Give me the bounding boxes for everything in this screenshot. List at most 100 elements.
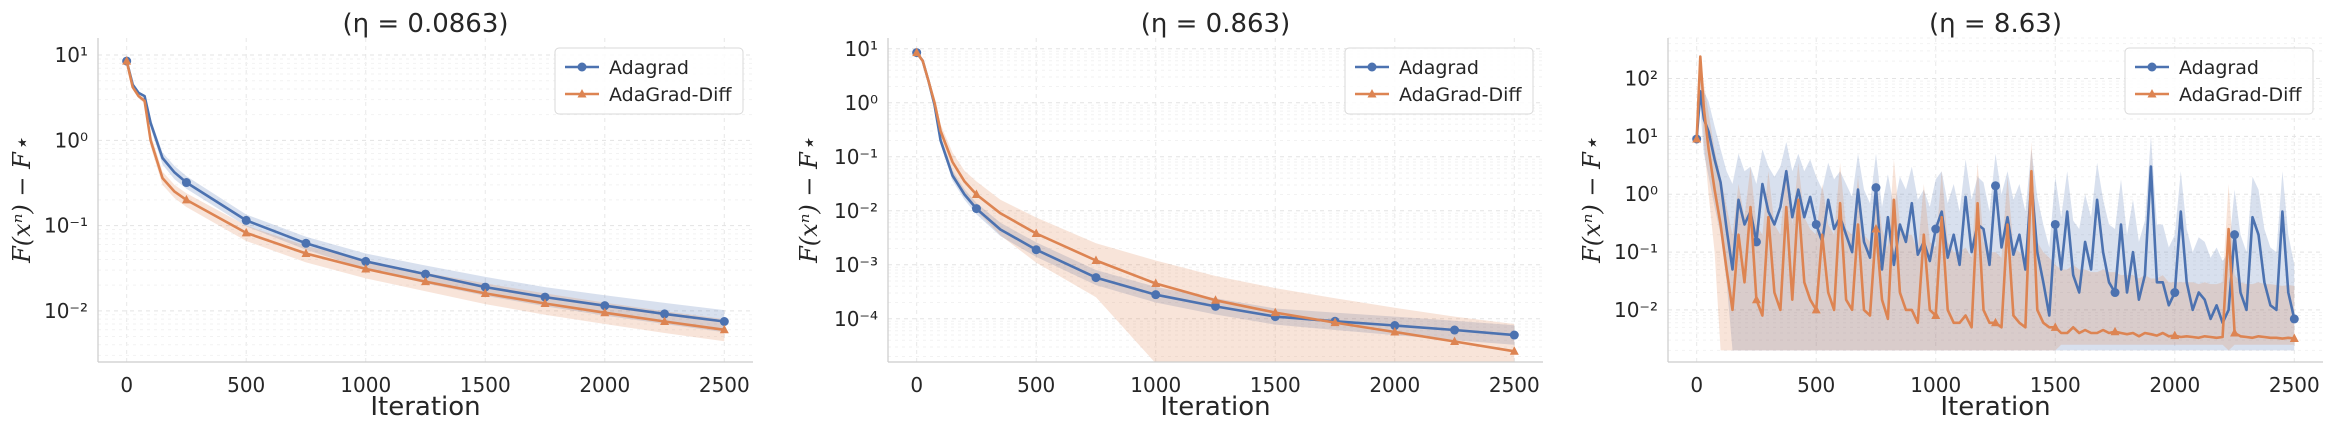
panel-1-title: (η = 0.0863) — [342, 9, 508, 39]
panel-3-xtick-label: 500 — [1797, 373, 1835, 397]
panel-2-marker-1-0 — [912, 47, 922, 57]
panel-1-marker-0-2 — [241, 215, 251, 225]
panel-1-marker-1-8 — [600, 307, 610, 317]
panel-2-marker-0-3 — [1091, 273, 1101, 283]
panel-2-marker-0-2 — [1031, 245, 1041, 255]
panel-2-marker-0-9 — [1450, 325, 1460, 335]
panel-1-legend-label-1: AdaGrad-Diff — [609, 84, 732, 106]
panel-3-marker-0-3 — [1871, 183, 1881, 193]
panel-3-xtick-label: 1000 — [1910, 373, 1961, 397]
panel-3-marker-1-10 — [2289, 333, 2299, 343]
panel-3-series-line-1 — [1695, 55, 2295, 340]
panel-2-marker-1-4 — [1151, 278, 1161, 288]
panel-2-marker-1-2 — [1031, 228, 1041, 237]
panel-1-xtick-label: 500 — [227, 373, 265, 397]
panel-3-marker-0-4 — [1931, 224, 1941, 234]
panel-3-ylabel: F(xⁿ) − F⋆ — [1578, 137, 1606, 264]
panel-3-ytick-label: 10¹ — [1625, 124, 1658, 148]
panel-3-xlabel: Iteration — [1940, 392, 2050, 422]
panel-3-ytick-label: 10⁻¹ — [1614, 240, 1658, 264]
panel-3-marker-1-4 — [1931, 310, 1941, 320]
panel-3-marker-0-10 — [2289, 314, 2299, 324]
panel-1-legend-label-0: Adagrad — [609, 57, 689, 79]
panel-3-ytick-label: 10⁻² — [1614, 298, 1658, 322]
panel-2-xtick-label: 2500 — [1489, 373, 1540, 397]
panel-3-marker-0-9 — [2230, 230, 2240, 240]
panel-3-legend-label-1: AdaGrad-Diff — [2179, 84, 2302, 106]
panel-1-xtick-label: 1000 — [340, 373, 391, 397]
panel-1-ylabel: F(xⁿ) − F⋆ — [8, 137, 36, 264]
panel-2-marker-1-1 — [971, 189, 981, 199]
panel-1: (η = 0.0863) Iteration F(xⁿ) − F⋆ 0 500 10… — [8, 9, 753, 422]
panel-1-marker-0-10 — [719, 316, 729, 326]
panel-1-ytick-label: 10⁻¹ — [44, 214, 88, 238]
panel-2-ytick-label: 10⁻³ — [834, 253, 878, 277]
panel-3-xtick-label: 2000 — [2149, 373, 2200, 397]
panel-2: (η = 0.863) Iteration F(xⁿ) − F⋆ 0 500 100… — [795, 9, 1543, 422]
panel-3-marker-0-7 — [2110, 288, 2120, 298]
panel-2-marker-0-10 — [1509, 330, 1519, 340]
panel-1-marker-0-8 — [600, 301, 610, 311]
panel-3-marker-1-2 — [1811, 304, 1821, 314]
panel-1-marker-1-1 — [181, 194, 191, 204]
panel-3-marker-1-1 — [1751, 294, 1761, 304]
panel-3-xtick-label: 0 — [1690, 373, 1703, 397]
panel-3-marker-1-0 — [1692, 134, 1702, 143]
panel-1-xlabel: Iteration — [370, 392, 480, 422]
panel-1-marker-1-4 — [361, 263, 371, 273]
panel-3-marker-1-3 — [1871, 224, 1881, 233]
panel-3-marker-0-1 — [1751, 237, 1761, 247]
panel-2-xtick-label: 1500 — [1250, 373, 1301, 397]
panel-1-marker-0-9 — [660, 309, 670, 319]
panel-1-marker-1-0 — [122, 56, 132, 65]
panel-3-marker-0-6 — [2050, 219, 2060, 229]
panel-1-marker-0-6 — [480, 282, 490, 292]
panel-3: (η = 8.63) Iteration F(xⁿ) − F⋆ 0 500 1000… — [1578, 9, 2323, 422]
panel-2-title: (η = 0.863) — [1141, 9, 1291, 39]
panel-2-marker-1-10 — [1509, 346, 1519, 355]
panel-1-marker-1-3 — [301, 248, 311, 258]
panel-2-ytick-label: 10⁰ — [845, 91, 878, 115]
panel-1-xtick-label: 0 — [120, 373, 133, 397]
panel-3-xtick-label: 1500 — [2030, 373, 2081, 397]
panel-2-xtick-label: 1000 — [1130, 373, 1181, 397]
panel-2-marker-1-6 — [1270, 307, 1280, 317]
panel-1-marker-1-7 — [540, 298, 550, 307]
panel-1-marker-0-4 — [361, 256, 371, 266]
panel-1-marker-0-5 — [421, 269, 430, 279]
panel-3-ytick-label: 10⁰ — [1625, 182, 1658, 206]
panel-2-marker-1-8 — [1390, 326, 1400, 336]
panel-3-ytick-label: 10² — [1625, 67, 1658, 91]
panel-3-marker-1-9 — [2230, 327, 2240, 337]
panel-1-marker-1-10 — [719, 324, 729, 334]
panel-3-xtick-label: 2500 — [2269, 373, 2320, 397]
panel-2-xtick-label: 0 — [910, 373, 923, 397]
panel-1-marker-0-7 — [540, 292, 550, 302]
panel-2-marker-1-5 — [1211, 295, 1220, 304]
panel-2-ylabel: F(xⁿ) − F⋆ — [795, 137, 823, 264]
panel-3-marker-1-6 — [2050, 322, 2060, 331]
panel-3-marker-0-5 — [1991, 181, 2000, 191]
panel-2-legend-label-0: Adagrad — [1399, 57, 1479, 79]
panel-1-marker-0-3 — [301, 238, 311, 248]
panel-3-marker-1-8 — [2170, 330, 2180, 340]
panel-2-marker-0-5 — [1211, 301, 1220, 311]
panel-1-legend: Adagrad AdaGrad-Diff — [554, 47, 744, 115]
panel-3-marker-1-7 — [2110, 326, 2120, 336]
panel-1-ytick-label: 10⁰ — [55, 128, 88, 152]
panel-2-ytick-label: 10⁻² — [834, 199, 878, 223]
panel-2-ytick-label: 10⁻¹ — [834, 145, 878, 169]
panel-1-marker-0-1 — [181, 178, 191, 188]
panel-2-ytick-label: 10¹ — [845, 37, 878, 61]
panel-1-xtick-label: 2000 — [579, 373, 630, 397]
panel-3-title: (η = 8.63) — [1929, 9, 2062, 39]
panel-1-ytick-label: 10⁻² — [44, 299, 88, 323]
panel-2-marker-0-4 — [1151, 290, 1161, 300]
panel-2-series-line-1 — [915, 51, 1515, 353]
panel-3-marker-0-8 — [2170, 288, 2180, 298]
panel-2-marker-1-9 — [1450, 336, 1460, 345]
panel-1-xtick-label: 2500 — [699, 373, 750, 397]
panel-2-xtick-label: 2000 — [1369, 373, 1420, 397]
panel-2-legend-label-1: AdaGrad-Diff — [1399, 84, 1522, 106]
